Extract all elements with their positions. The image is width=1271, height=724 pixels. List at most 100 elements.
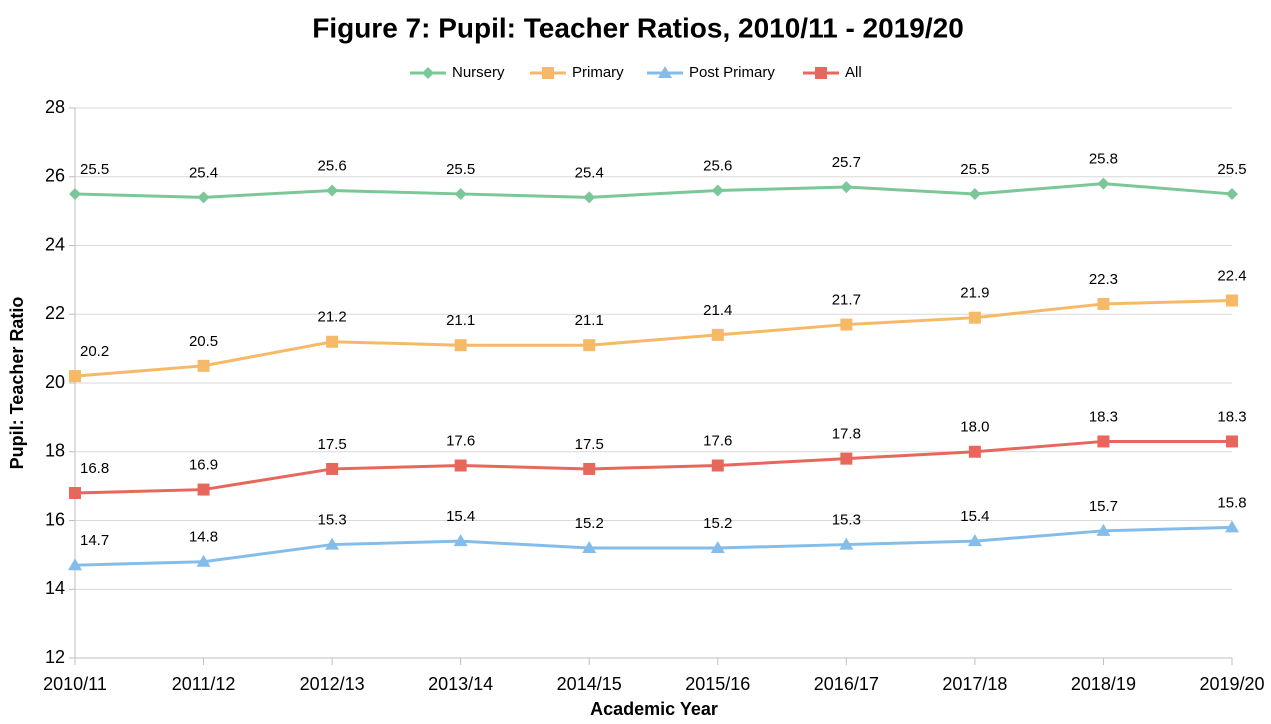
marker — [710, 541, 725, 553]
series: 14.7 14.8 15.3 15.4 15.2 15.2 15.3 15.4 15.7 15.8 — [68, 494, 1247, 571]
data-label: 17.8 — [832, 426, 861, 443]
series: 20.2 20.5 21.2 21.1 21.1 21.4 21.7 21.9 22.3 22.4 — [69, 267, 1247, 383]
marker — [840, 452, 853, 465]
series: 25.5 25.4 25.6 25.5 25.4 25.6 25.7 25.5 25.8 25.5 — [69, 151, 1247, 204]
data-label: 17.6 — [446, 432, 475, 449]
y-tick-label: 14 — [45, 578, 65, 598]
marker — [68, 558, 82, 571]
data-label: 21.4 — [703, 302, 732, 319]
marker — [69, 187, 81, 200]
data-label: 25.7 — [832, 154, 861, 171]
marker — [583, 339, 596, 352]
marker — [453, 534, 468, 547]
marker — [69, 487, 81, 499]
x-tick-label: 2018/19 — [1071, 674, 1136, 694]
marker — [196, 554, 211, 567]
data-label: 15.3 — [832, 512, 861, 529]
marker — [69, 370, 81, 383]
data-label: 21.1 — [575, 312, 604, 329]
marker — [967, 534, 982, 547]
marker — [1226, 187, 1238, 200]
marker — [422, 67, 434, 79]
marker — [968, 187, 981, 200]
marker — [840, 318, 853, 331]
line — [74, 182, 1233, 199]
data-label: 14.8 — [189, 529, 218, 546]
marker — [840, 181, 853, 194]
data-label: 17.5 — [575, 436, 604, 453]
marker — [583, 462, 596, 475]
marker — [968, 445, 981, 458]
legend-label: All — [845, 64, 862, 81]
chart-title: Figure 7: Pupil: Teacher Ratios, 2010/11… — [312, 12, 964, 43]
data-label: 21.2 — [318, 309, 347, 326]
data-label: 25.5 — [80, 161, 109, 178]
x-axis-title: Academic Year — [590, 699, 718, 719]
marker — [454, 339, 467, 352]
data-label: 17.6 — [703, 432, 732, 449]
data-label: 15.2 — [575, 515, 604, 532]
data-label: 25.5 — [960, 161, 989, 178]
y-tick-label: 22 — [45, 303, 65, 323]
series: 16.8 16.9 17.5 17.6 17.5 17.6 17.8 18.0 18.3 18.3 — [69, 408, 1247, 499]
data-label: 25.6 — [318, 157, 347, 174]
data-label: 15.4 — [960, 508, 989, 525]
data-label: 16.9 — [189, 457, 218, 474]
legend-label: Post Primary — [689, 64, 775, 81]
marker — [815, 67, 827, 79]
data-label: 21.9 — [960, 285, 989, 302]
x-tick-label: 2015/16 — [685, 674, 750, 694]
data-label: 25.5 — [446, 161, 475, 178]
legend: Nursery Primary Post Primary All — [410, 64, 862, 81]
marker — [968, 311, 981, 324]
y-tick-label: 16 — [45, 509, 65, 529]
marker — [326, 462, 339, 475]
x-tick-label: 2011/12 — [172, 674, 236, 694]
marker — [658, 66, 672, 78]
marker — [1226, 435, 1238, 448]
marker — [197, 483, 210, 496]
x-tick-label: 2019/20 — [1199, 674, 1264, 694]
data-label: 18.3 — [1089, 408, 1118, 425]
y-tick-label: 24 — [45, 234, 65, 254]
marker — [839, 537, 854, 550]
marker — [583, 191, 596, 204]
data-label: 15.3 — [318, 512, 347, 529]
marker — [1225, 520, 1239, 533]
marker — [326, 184, 339, 197]
marker — [542, 67, 554, 79]
x-tick-label: 2013/14 — [428, 674, 493, 694]
data-label: 20.5 — [189, 333, 218, 350]
data-label: 21.7 — [832, 292, 861, 309]
data-label: 15.2 — [703, 515, 732, 532]
marker — [1096, 523, 1111, 536]
y-tick-label: 12 — [45, 647, 65, 667]
data-label: 16.8 — [80, 460, 109, 477]
legend-label: Primary — [572, 64, 624, 81]
marker — [326, 335, 339, 348]
marker — [711, 328, 724, 341]
data-label: 25.5 — [1217, 161, 1246, 178]
y-tick-label: 28 — [45, 97, 65, 117]
marker — [454, 187, 467, 200]
marker — [711, 184, 724, 197]
y-tick-label: 26 — [45, 166, 65, 186]
x-tick-label: 2014/15 — [557, 674, 622, 694]
x-tick-label: 2010/11 — [43, 674, 107, 694]
data-label: 25.6 — [703, 157, 732, 174]
y-tick-label: 18 — [45, 441, 65, 461]
data-label: 15.8 — [1217, 494, 1246, 511]
marker — [1097, 435, 1110, 448]
data-label: 15.4 — [446, 508, 475, 525]
data-label: 22.4 — [1217, 267, 1246, 284]
y-tick-label: 20 — [45, 372, 65, 392]
marker — [197, 359, 210, 372]
data-label: 25.4 — [575, 164, 604, 181]
data-label: 21.1 — [446, 312, 475, 329]
legend-label: Nursery — [452, 64, 505, 81]
marker — [197, 191, 210, 204]
x-tick-label: 2012/13 — [300, 674, 365, 694]
data-label: 22.3 — [1089, 271, 1118, 288]
data-label: 15.7 — [1089, 498, 1118, 515]
data-label: 14.7 — [80, 532, 109, 549]
